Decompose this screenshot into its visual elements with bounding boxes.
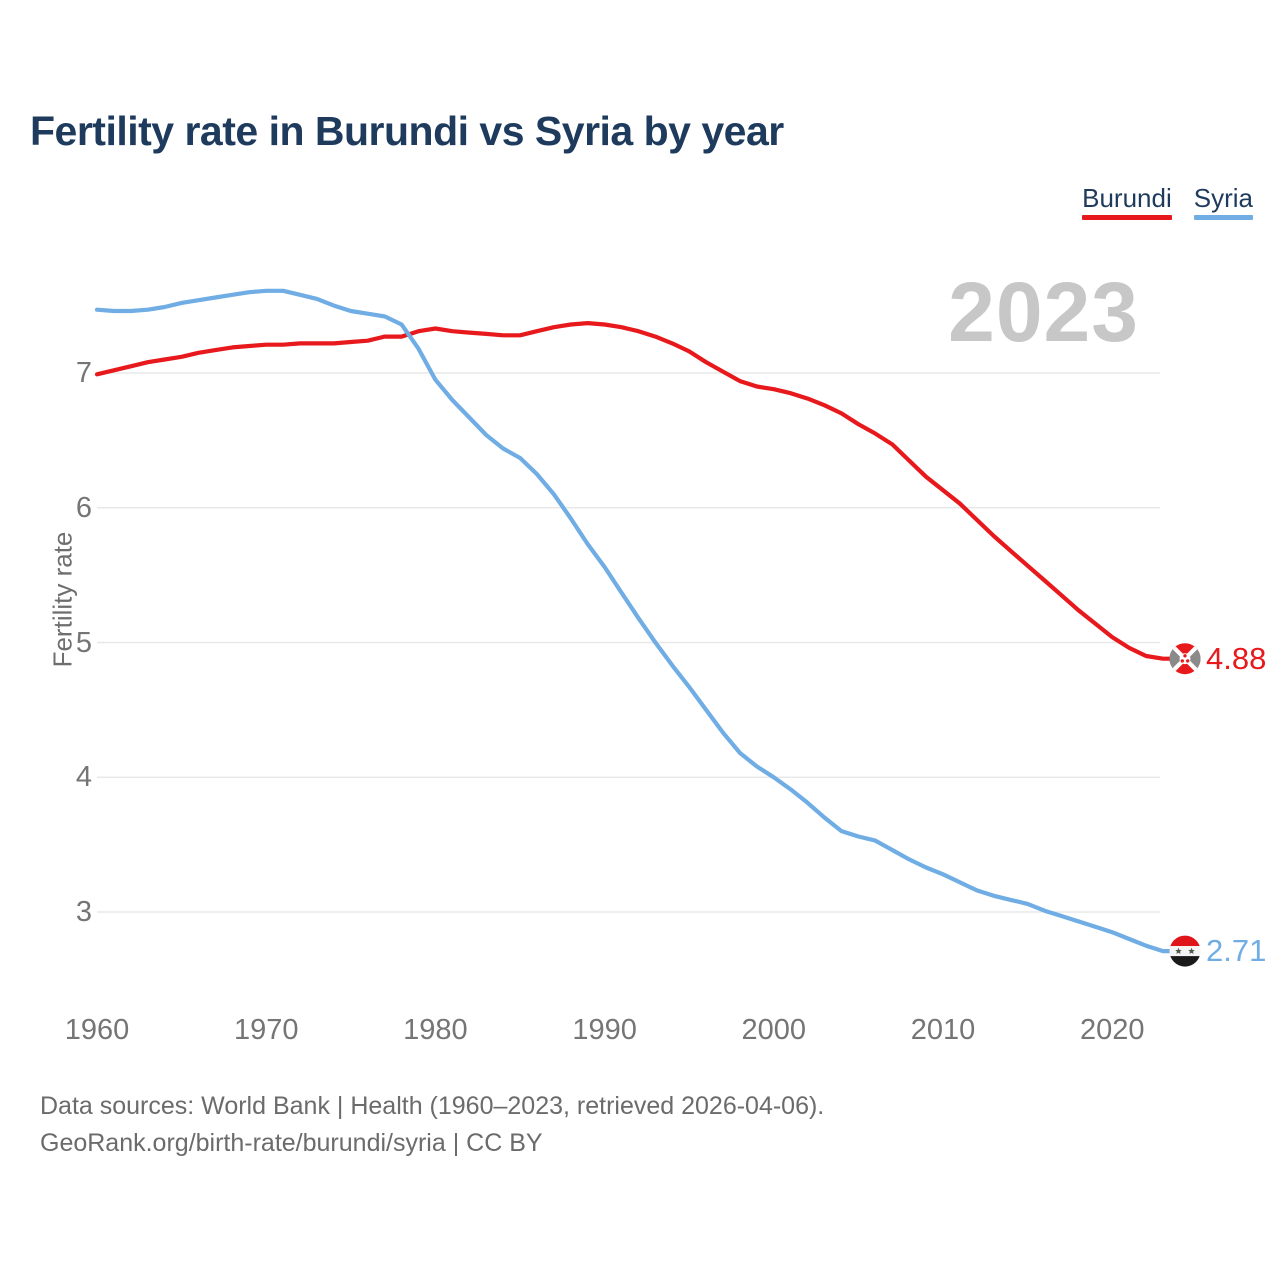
syria-end-value: 2.71 [1206, 933, 1267, 969]
gridlines [97, 372, 1160, 913]
x-tick-label-1960: 1960 [64, 1014, 130, 1046]
burundi-line[interactable] [94, 321, 1173, 661]
legend-swatch-syria [1193, 215, 1253, 220]
syria-line[interactable] [94, 288, 1173, 954]
x-tick-label-1970: 1970 [233, 1014, 299, 1046]
x-tick-label-1990: 1990 [572, 1014, 637, 1046]
y-tick-label-3: 3 [75, 896, 92, 928]
y-tick-label-6: 6 [75, 491, 92, 524]
x-tick-label-2000: 2000 [741, 1014, 807, 1046]
legend-swatch-burundi [1082, 215, 1172, 220]
x-tick-label-2020: 2020 [1079, 1014, 1145, 1046]
y-tick-label-4: 4 [75, 761, 92, 794]
x-tick-label-2010: 2010 [910, 1014, 976, 1046]
y-tick-label-7: 7 [75, 357, 92, 389]
x-tick-label-1980: 1980 [403, 1014, 468, 1046]
legend-label-burundi: Burundi [1082, 183, 1172, 213]
year-watermark: 2023 [948, 265, 1139, 359]
footer-sources: Data sources: World Bank | Health (1960–… [40, 1092, 825, 1120]
syria-flag-icon [1169, 935, 1201, 967]
footer-attribution[interactable]: GeoRank.org/birth-rate/burundi/syria | C… [40, 1129, 543, 1157]
legend: Burundi Syria [1082, 185, 1253, 220]
footer: Data sources: World Bank | Health (1960–… [40, 1088, 824, 1162]
page-title: Fertility rate in Burundi vs Syria by ye… [30, 108, 784, 154]
y-tick-label-5: 5 [75, 626, 92, 659]
burundi-flag-icon [1169, 643, 1201, 675]
legend-item-burundi[interactable]: Burundi [1082, 185, 1172, 220]
legend-item-syria[interactable]: Syria [1193, 183, 1253, 220]
data-lines [94, 288, 1173, 954]
burundi-end-value: 4.88 [1206, 640, 1267, 676]
legend-label-syria: Syria [1193, 183, 1253, 213]
